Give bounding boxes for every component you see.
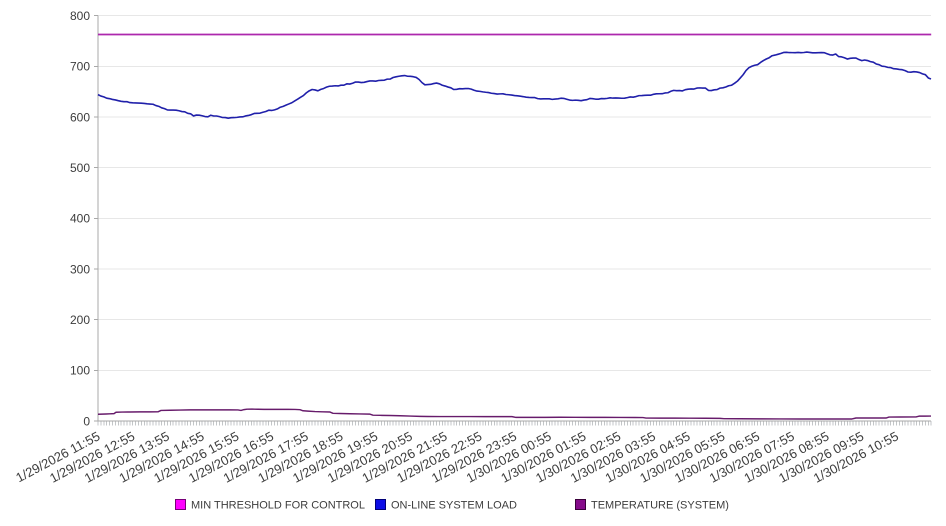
svg-text:MIN THRESHOLD FOR CONTROL: MIN THRESHOLD FOR CONTROL [191, 499, 365, 511]
svg-text:100: 100 [70, 364, 90, 378]
svg-text:800: 800 [70, 9, 90, 23]
svg-text:ON-LINE SYSTEM LOAD: ON-LINE SYSTEM LOAD [391, 499, 517, 511]
svg-text:400: 400 [70, 212, 90, 226]
svg-text:TEMPERATURE (SYSTEM): TEMPERATURE (SYSTEM) [591, 499, 729, 511]
svg-text:500: 500 [70, 161, 90, 175]
svg-text:300: 300 [70, 262, 90, 276]
svg-text:700: 700 [70, 60, 90, 74]
svg-text:0: 0 [83, 414, 90, 428]
svg-text:200: 200 [70, 313, 90, 327]
svg-text:600: 600 [70, 110, 90, 124]
